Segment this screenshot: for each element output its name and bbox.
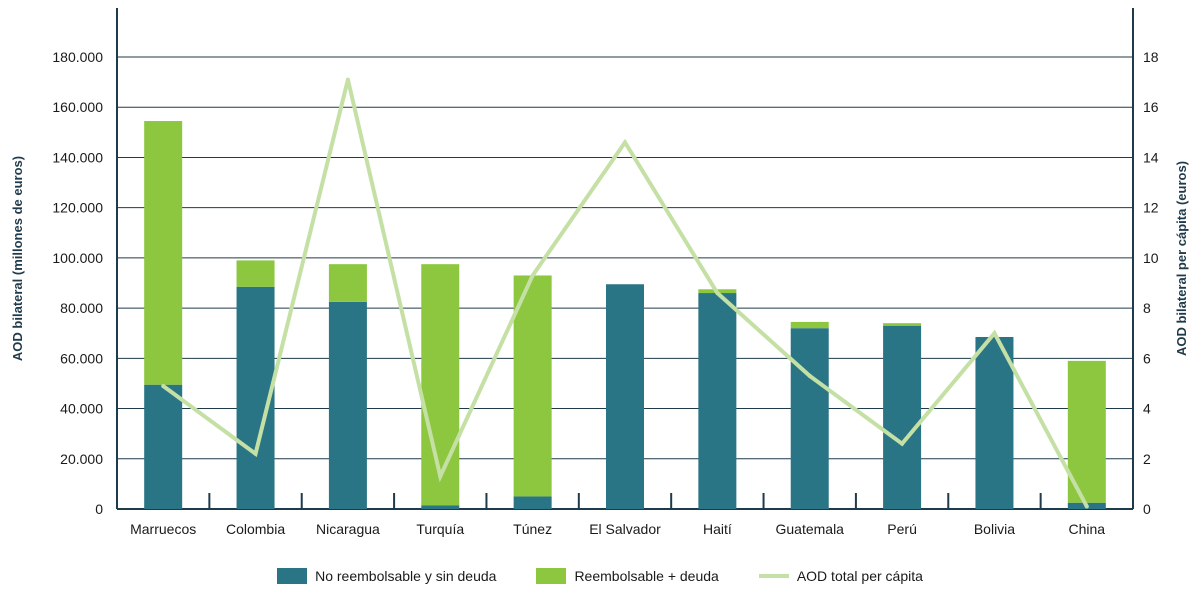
point-per-capita xyxy=(438,474,443,479)
x-tick-label: El Salvador xyxy=(589,521,661,537)
x-tick-label: Haití xyxy=(703,521,732,537)
x-tick-label: Nicaragua xyxy=(316,521,380,537)
point-per-capita xyxy=(345,77,350,82)
y-tick-label: 60.000 xyxy=(60,350,103,366)
legend: No reembolsable y sin deuda Reembolsable… xyxy=(0,565,1200,587)
bar-reembolsable xyxy=(790,321,829,329)
bar-no-reembolsable xyxy=(328,301,367,509)
point-per-capita xyxy=(900,441,905,446)
y2-tick-label: 4 xyxy=(1143,401,1151,417)
legend-item-reembolsable: Reembolsable + deuda xyxy=(536,568,719,584)
x-tick-label: Bolivia xyxy=(974,521,1015,537)
y-tick-label: 120.000 xyxy=(52,200,103,216)
bar-reembolsable xyxy=(883,323,922,326)
y2-tick-label: 16 xyxy=(1143,99,1159,115)
y2-tick-label: 0 xyxy=(1143,501,1151,517)
y2-tick-label: 8 xyxy=(1143,300,1151,316)
y-tick-label: 140.000 xyxy=(52,149,103,165)
x-tick-label: Marruecos xyxy=(130,521,196,537)
bar-no-reembolsable xyxy=(790,328,829,509)
legend-swatch-reembolsable xyxy=(536,568,567,584)
legend-label-no-reembolsable: No reembolsable y sin deuda xyxy=(315,568,497,584)
x-tick-label: Perú xyxy=(887,521,917,537)
bar-no-reembolsable xyxy=(883,325,922,509)
x-tick-label: Túnez xyxy=(513,521,552,537)
y-tick-label: 20.000 xyxy=(60,451,103,467)
legend-label-per-capita: AOD total per cápita xyxy=(796,568,923,584)
y2-axis-title: AOD bilateral per cápita (euros) xyxy=(1174,161,1189,356)
point-per-capita xyxy=(807,373,812,378)
y-axis-title: AOD bilateral (millones de euros) xyxy=(10,156,25,361)
y-tick-label: 0 xyxy=(95,501,103,517)
legend-item-per-capita: AOD total per cápita xyxy=(758,568,923,584)
y-tick-label: 100.000 xyxy=(52,250,103,266)
legend-item-no-reembolsable: No reembolsable y sin deuda xyxy=(277,568,496,584)
legend-label-reembolsable: Reembolsable + deuda xyxy=(574,568,719,584)
bar-no-reembolsable xyxy=(698,293,737,509)
point-per-capita xyxy=(253,451,258,456)
bar-no-reembolsable xyxy=(975,336,1014,509)
bar-reembolsable xyxy=(144,121,183,385)
legend-swatch-per-capita xyxy=(758,574,789,578)
y2-tick-label: 12 xyxy=(1143,200,1159,216)
point-per-capita xyxy=(623,140,627,145)
point-per-capita xyxy=(530,273,535,278)
point-per-capita xyxy=(715,291,720,296)
point-per-capita xyxy=(161,383,166,388)
x-tick-label: Colombia xyxy=(226,521,285,537)
bar-no-reembolsable xyxy=(513,496,552,509)
legend-swatch-no-reembolsable xyxy=(277,568,308,584)
bar-reembolsable xyxy=(421,264,460,506)
bar-reembolsable xyxy=(236,260,275,287)
y-tick-label: 160.000 xyxy=(52,99,103,115)
x-tick-label: Turquía xyxy=(416,521,464,537)
bar-no-reembolsable xyxy=(421,505,460,509)
y2-tick-label: 18 xyxy=(1143,49,1159,65)
x-tick-label: China xyxy=(1069,521,1106,537)
y-tick-label: 80.000 xyxy=(60,300,103,316)
bar-no-reembolsable xyxy=(144,384,183,509)
point-per-capita xyxy=(1084,504,1089,509)
chart: 0 20.000 40.000 60.000 80.000 100.000 120.000 1… xyxy=(10,8,1189,537)
y2-tick-label: 2 xyxy=(1143,451,1151,467)
y2-tick-label: 10 xyxy=(1143,250,1159,266)
y2-tick-label: 14 xyxy=(1143,149,1159,165)
y2-tick-label: 6 xyxy=(1143,350,1151,366)
y-tick-label: 180.000 xyxy=(52,49,103,65)
bar-reembolsable xyxy=(328,264,367,302)
bar-reembolsable xyxy=(513,275,552,497)
point-per-capita xyxy=(992,331,997,336)
y-tick-label: 40.000 xyxy=(60,401,103,417)
x-tick-label: Guatemala xyxy=(775,521,844,537)
bar-no-reembolsable xyxy=(606,284,644,509)
